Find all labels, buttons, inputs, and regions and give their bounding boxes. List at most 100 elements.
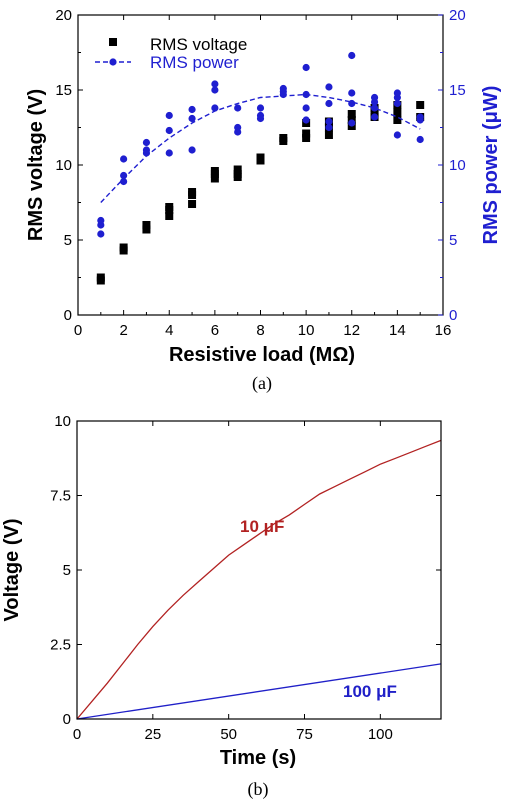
voltage-point [393, 108, 402, 117]
power-point [211, 104, 219, 112]
power-point [416, 135, 424, 144]
y-right-tick-label: 20 [449, 7, 466, 24]
chart-b-y-ticks: 0 2.5 5 7.5 10 [50, 413, 441, 728]
x-tick-label: 75 [296, 726, 313, 743]
series-10uF-line [76, 439, 442, 720]
power-series [97, 51, 424, 238]
chart-a-legend: RMS voltage RMS power [95, 35, 247, 72]
power-point [302, 116, 310, 124]
power-point [302, 63, 310, 72]
power-point [393, 89, 401, 97]
voltage-point [233, 165, 242, 174]
x-tick-label: 14 [389, 322, 406, 339]
power-point [393, 131, 401, 139]
y-tick-label: 10 [55, 157, 72, 174]
power-point [370, 104, 379, 112]
power-point [393, 99, 401, 108]
chart-b-x-label: Time (s) [220, 747, 296, 769]
y-tick-label: 0 [64, 307, 72, 324]
voltage-point [210, 174, 219, 183]
power-point [256, 111, 265, 120]
legend-power-marker [109, 58, 117, 66]
power-point [370, 113, 379, 121]
voltage-point [302, 134, 311, 142]
power-point [348, 119, 356, 127]
voltage-point [188, 200, 197, 208]
voltage-point [233, 170, 242, 178]
x-tick-label: 6 [211, 322, 219, 339]
voltage-point [324, 131, 333, 139]
power-point [97, 230, 105, 238]
x-tick-label: 2 [119, 322, 127, 339]
x-tick-label: 25 [144, 726, 161, 743]
legend-voltage-marker [109, 38, 117, 46]
power-point [325, 117, 333, 126]
power-point [188, 105, 196, 114]
voltage-point [416, 101, 425, 109]
voltage-series [96, 101, 425, 285]
power-point [325, 123, 333, 132]
legend-power-label: RMS power [150, 53, 239, 72]
power-point [142, 146, 151, 154]
voltage-point [347, 110, 356, 118]
x-tick-label: 12 [343, 322, 360, 339]
y-tick-label: 5 [64, 232, 72, 249]
power-point [234, 104, 242, 112]
voltage-point [210, 167, 219, 175]
y-tick-label: 0 [63, 711, 71, 728]
power-point [120, 177, 128, 186]
power-point [165, 111, 173, 120]
power-point [188, 146, 196, 154]
voltage-point [165, 203, 174, 211]
x-tick-label: 0 [73, 726, 81, 743]
power-point [234, 123, 242, 132]
x-tick-label: 16 [435, 322, 452, 339]
voltage-point [279, 134, 288, 142]
voltage-point [393, 116, 402, 124]
power-point [211, 80, 219, 88]
annotation-10uF: 10 μF [240, 517, 284, 536]
power-fit-line [100, 93, 421, 203]
chart-a-y-label-right: RMS power (μW) [480, 86, 502, 245]
power-point [348, 99, 356, 108]
chart-b: 0 25 50 75 100 0 2.5 5 7.5 10 Time (s) Voltage (… [1, 413, 442, 800]
y-right-tick-label: 15 [449, 82, 466, 99]
chart-b-y-label: Voltage (V) [1, 519, 23, 622]
power-point [416, 113, 424, 121]
y-right-tick-label: 10 [449, 157, 466, 174]
x-tick-label: 0 [74, 322, 82, 339]
chart-a-y-label-left: RMS voltage (V) [25, 89, 47, 241]
series-100uF-line [76, 663, 442, 720]
chart-b-frame [76, 420, 442, 720]
voltage-point [370, 108, 379, 117]
power-point [370, 93, 379, 102]
x-tick-label: 4 [165, 322, 173, 339]
power-point [120, 155, 128, 163]
power-point [256, 104, 265, 112]
y-tick-label: 2.5 [50, 637, 71, 654]
power-point [188, 114, 196, 123]
y-right-tick-label: 0 [449, 307, 457, 324]
power-point [302, 104, 310, 112]
power-point [325, 99, 333, 108]
voltage-point [256, 153, 265, 162]
power-point [97, 216, 105, 225]
power-point [348, 51, 356, 60]
power-point [279, 90, 287, 99]
chart-b-x-ticks: 0 25 50 75 100 [73, 421, 393, 743]
voltage-point [142, 221, 151, 229]
voltage-point [165, 212, 174, 220]
power-point [211, 86, 219, 94]
y-tick-label: 15 [55, 82, 72, 99]
power-point [165, 126, 173, 135]
y-tick-label: 5 [63, 562, 71, 579]
power-point [279, 84, 287, 93]
annotation-100uF: 100 μF [343, 682, 397, 701]
voltage-point [142, 225, 151, 234]
power-point [165, 149, 173, 157]
chart-a-y-ticks-left: 0 5 10 15 20 [55, 7, 83, 324]
chart-a-x-ticks: 0 2 4 6 8 10 12 14 16 [74, 15, 452, 339]
y-tick-label: 20 [55, 7, 72, 24]
voltage-point [96, 273, 105, 282]
y-tick-label: 7.5 [50, 488, 71, 505]
